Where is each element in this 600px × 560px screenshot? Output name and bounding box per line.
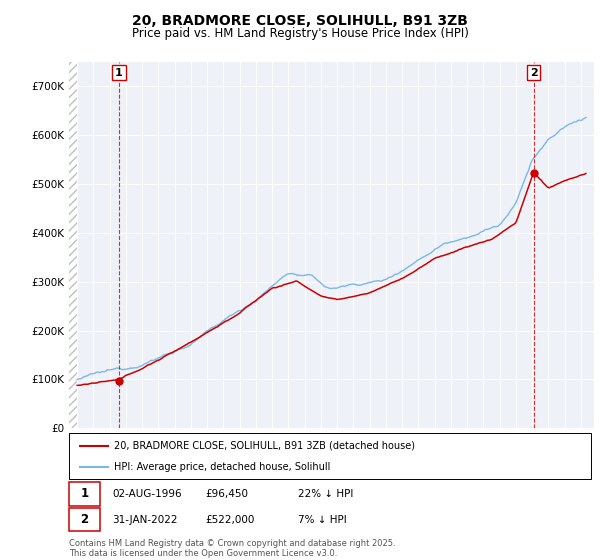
Text: £522,000: £522,000 <box>205 515 254 525</box>
Text: 22% ↓ HPI: 22% ↓ HPI <box>298 489 353 499</box>
Text: 1: 1 <box>115 68 123 78</box>
Text: £96,450: £96,450 <box>205 489 248 499</box>
Text: 20, BRADMORE CLOSE, SOLIHULL, B91 3ZB (detached house): 20, BRADMORE CLOSE, SOLIHULL, B91 3ZB (d… <box>114 441 415 451</box>
Text: 31-JAN-2022: 31-JAN-2022 <box>112 515 178 525</box>
Text: Contains HM Land Registry data © Crown copyright and database right 2025.
This d: Contains HM Land Registry data © Crown c… <box>69 539 395 558</box>
Text: 02-AUG-1996: 02-AUG-1996 <box>112 489 182 499</box>
Text: Price paid vs. HM Land Registry's House Price Index (HPI): Price paid vs. HM Land Registry's House … <box>131 27 469 40</box>
Text: 20, BRADMORE CLOSE, SOLIHULL, B91 3ZB: 20, BRADMORE CLOSE, SOLIHULL, B91 3ZB <box>132 14 468 28</box>
Text: 2: 2 <box>80 513 89 526</box>
Text: 2: 2 <box>530 68 538 78</box>
Bar <box>69 62 77 428</box>
Text: 7% ↓ HPI: 7% ↓ HPI <box>298 515 347 525</box>
Text: 1: 1 <box>80 487 89 501</box>
Text: HPI: Average price, detached house, Solihull: HPI: Average price, detached house, Soli… <box>114 463 331 472</box>
